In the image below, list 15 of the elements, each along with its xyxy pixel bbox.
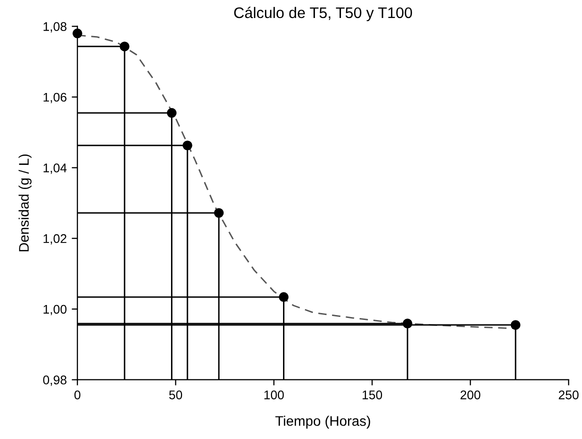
x-axis-title: Tiempo (Horas) <box>275 416 370 429</box>
x-tick-label: 200 <box>460 390 480 400</box>
x-tick-label: 150 <box>362 390 382 400</box>
y-tick-label: 1,06 <box>44 92 66 104</box>
y-tick-label: 1,02 <box>44 234 66 245</box>
chart-title: Cálculo de T5, T50 y T100 <box>234 6 412 22</box>
x-tick-label: 50 <box>169 390 182 400</box>
y-tick-label: 1,00 <box>44 304 67 316</box>
x-tick-label: 100 <box>264 390 284 400</box>
y-tick-label: 1,08 <box>44 22 66 32</box>
x-tick-label: 0 <box>74 390 80 400</box>
y-tick-label: 0,98 <box>43 376 66 386</box>
x-tick-label: 250 <box>558 390 579 400</box>
y-tick-label: 1,04 <box>44 164 67 174</box>
y-axis-title: Densidad (g / L) <box>18 154 32 252</box>
